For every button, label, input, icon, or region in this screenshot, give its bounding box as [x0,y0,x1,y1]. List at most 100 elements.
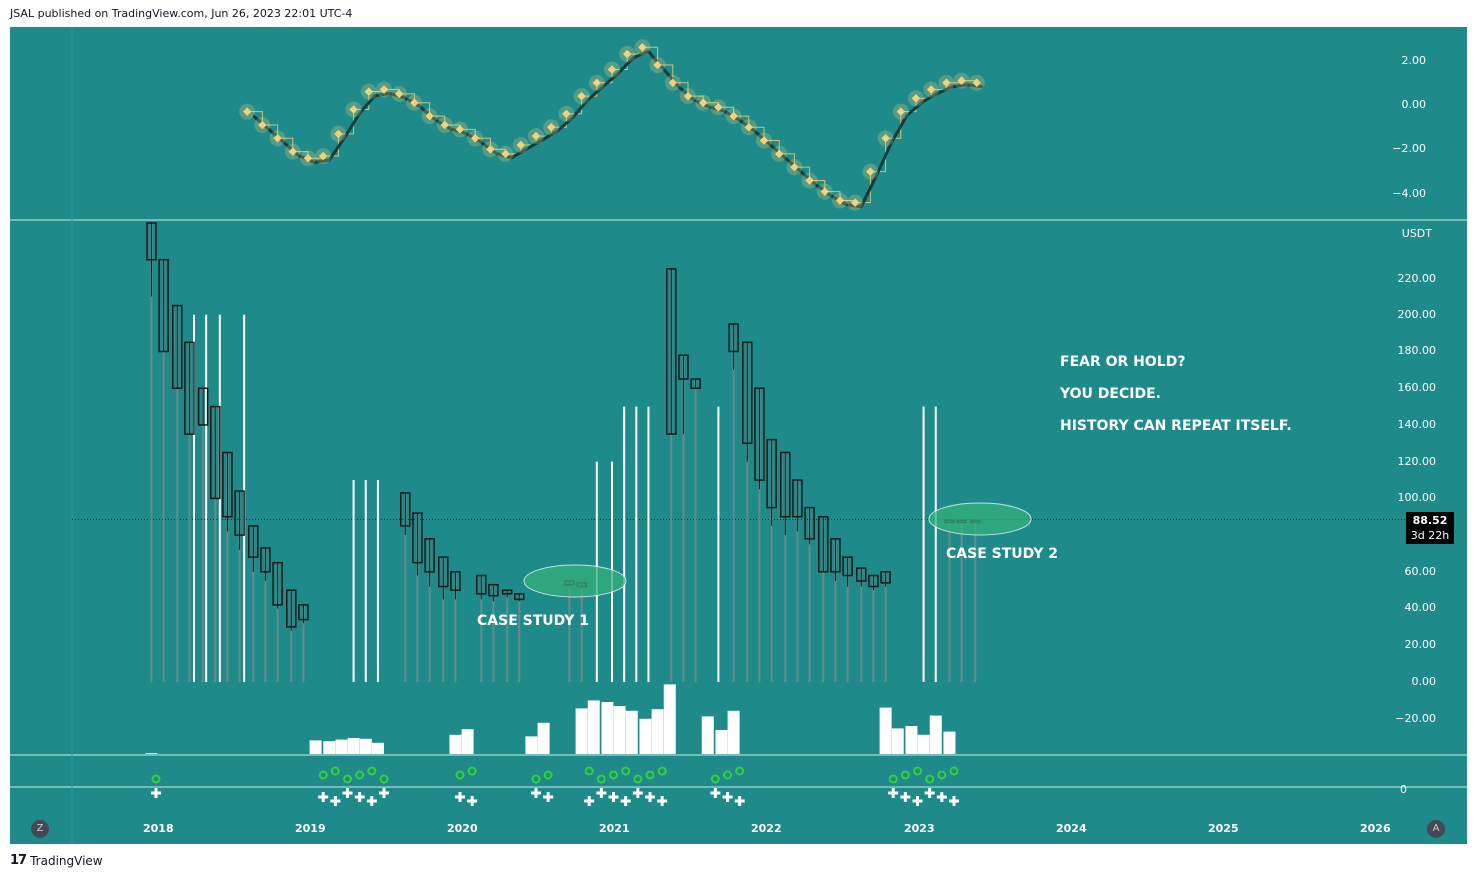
candle-body [678,354,689,380]
time-axis-label: 2022 [751,822,782,835]
candle-body [742,341,753,445]
candle-body [412,512,423,564]
candle-body [438,556,449,588]
tradingview-footer[interactable]: 17 TradingView [10,853,103,868]
oscillator-diamond [501,149,510,159]
signal-plus-v [891,788,895,798]
auto-scale-button[interactable]: A [1427,820,1445,838]
volume-bar [537,722,550,754]
time-axis-label: 2018 [143,822,174,835]
signal-plus-v [470,796,474,806]
candle-body [488,583,499,597]
signal-plus-v [952,796,956,806]
oscillator-diamond [273,134,282,143]
signal-circle [543,770,553,780]
volume-bar [905,726,918,754]
signal-plus-v [660,796,664,806]
signal-plus-v [370,796,374,806]
chart-canvas[interactable] [10,27,1467,844]
candle-body [780,451,791,518]
time-axis-label: 2025 [1208,822,1239,835]
published-info: JSAL published on TradingView.com, Jun 2… [10,7,353,20]
volume-bar [917,734,930,754]
signal-plus-v [587,796,591,806]
candle-body [501,589,513,595]
note-history-repeat: HISTORY CAN REPEAT ITSELF. [1060,418,1292,434]
candle-body [792,479,803,518]
volume-bar [943,731,956,754]
candle-body [424,538,435,573]
signal-plus-v [648,792,652,802]
oscillator-diamond [242,107,252,116]
signal-plus-v [726,792,730,802]
volume-bar [347,738,360,754]
signal-plus-v [713,788,717,798]
price-axis-label: 140.00 [1397,418,1437,431]
volume-bar [359,738,372,754]
signal-circle [596,774,606,784]
signal-circle [367,766,377,776]
time-axis-label: 2023 [904,822,935,835]
candle-body [804,506,815,540]
candle-body [184,341,195,435]
volume-bar [613,706,626,754]
candle-body [766,438,777,509]
candle-body [476,574,487,595]
osc-axis-label: −4.00 [1392,187,1426,200]
timezone-button[interactable]: Z [31,820,49,838]
signal-circle [735,766,745,776]
price-axis-label: 0.00 [1411,675,1437,688]
candle-body [234,490,245,536]
signal-plus-v [321,792,325,802]
signal-circle [343,774,353,784]
osc-axis-label: 0.00 [1401,98,1427,111]
signal-plus-v [916,796,920,806]
time-axis-label: 2020 [447,822,478,835]
signal-plus-v [458,792,462,802]
oscillator-diamond [425,111,434,121]
signal-circle [937,770,947,780]
osc-axis-label: −2.00 [1392,142,1426,155]
signal-plus-v [382,788,386,798]
volume-bar [625,710,638,754]
signal-plus-v [346,788,350,798]
candle-body [158,258,169,353]
candle-body [260,547,271,573]
volume-bar [663,684,676,754]
oscillator-diamond [379,85,389,94]
oscillator-diamond [334,129,343,139]
price-axis-label: 180.00 [1397,344,1437,357]
volume-bar [639,718,652,754]
candle-body [450,571,461,591]
signal-circle [467,766,477,776]
signal-circle [913,766,923,776]
tradingview-logo-icon: 17 [10,853,27,868]
signal-circle [355,770,365,780]
signal-plus-v [358,792,362,802]
volume-bar [323,741,336,754]
signal-circle [330,766,340,776]
oscillator-diamond [410,98,419,108]
volume-bar [145,753,158,754]
signal-circle [455,770,465,780]
oscillator-diamond [364,87,374,96]
volume-bar [449,734,462,754]
signal-plus-v [534,788,538,798]
oscillator-diamond [440,120,450,130]
note-fear-or-hold: FEAR OR HOLD? [1060,354,1186,370]
candle-body [514,593,525,601]
osc-axis-label: 2.00 [1401,54,1427,67]
chart-panel[interactable]: 2.00 0.00 −2.00 −4.00 USDT 220.00 200.00… [10,27,1467,844]
signal-circle [900,770,910,780]
note-you-decide: YOU DECIDE. [1060,386,1161,402]
case-study-1-ellipse [523,564,627,598]
price-axis-label: 60.00 [1404,565,1437,578]
volume-bar [701,716,714,754]
oscillator-diamond [486,145,495,154]
volume-bar [335,739,348,754]
signal-circle [710,774,720,784]
signal-circle [633,774,643,784]
tradingview-brand: TradingView [30,853,103,868]
signal-plus-v [940,792,944,802]
oscillator-diamond [288,147,298,156]
